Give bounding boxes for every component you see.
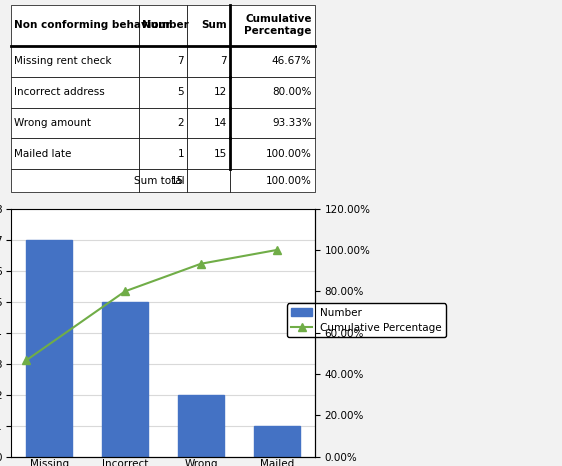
FancyBboxPatch shape: [139, 138, 187, 169]
FancyBboxPatch shape: [187, 77, 230, 108]
FancyBboxPatch shape: [139, 169, 187, 192]
Text: Sum: Sum: [201, 20, 226, 30]
Text: 46.67%: 46.67%: [272, 56, 312, 66]
FancyBboxPatch shape: [11, 46, 139, 77]
Text: Cumulative
Percentage: Cumulative Percentage: [244, 14, 312, 36]
Bar: [254, 425, 300, 457]
Text: 1: 1: [178, 149, 184, 159]
FancyBboxPatch shape: [187, 5, 230, 46]
FancyBboxPatch shape: [230, 46, 315, 77]
Text: 7: 7: [178, 56, 184, 66]
FancyBboxPatch shape: [230, 169, 315, 192]
Text: Non conforming behaviour: Non conforming behaviour: [14, 20, 171, 30]
FancyBboxPatch shape: [139, 5, 187, 46]
Text: Number: Number: [142, 20, 188, 30]
FancyBboxPatch shape: [230, 5, 315, 46]
FancyBboxPatch shape: [11, 5, 139, 46]
Bar: [26, 240, 72, 457]
Text: Incorrect address: Incorrect address: [14, 87, 105, 97]
FancyBboxPatch shape: [230, 138, 315, 169]
FancyBboxPatch shape: [11, 77, 139, 108]
Text: Sum total: Sum total: [134, 176, 184, 185]
FancyBboxPatch shape: [187, 138, 230, 169]
FancyBboxPatch shape: [11, 138, 139, 169]
Text: 2: 2: [178, 118, 184, 128]
Text: 93.33%: 93.33%: [272, 118, 312, 128]
FancyBboxPatch shape: [230, 77, 315, 108]
Bar: [102, 302, 148, 457]
Text: 100.00%: 100.00%: [266, 176, 312, 185]
Text: 15: 15: [214, 149, 226, 159]
FancyBboxPatch shape: [11, 169, 139, 192]
Bar: [178, 395, 224, 457]
FancyBboxPatch shape: [11, 108, 139, 138]
FancyBboxPatch shape: [139, 46, 187, 77]
FancyBboxPatch shape: [187, 169, 230, 192]
Text: 100.00%: 100.00%: [266, 149, 312, 159]
FancyBboxPatch shape: [139, 77, 187, 108]
Text: Missing rent check: Missing rent check: [14, 56, 112, 66]
FancyBboxPatch shape: [230, 108, 315, 138]
Legend: Number, Cumulative Percentage: Number, Cumulative Percentage: [287, 303, 446, 337]
Text: 15: 15: [171, 176, 184, 185]
FancyBboxPatch shape: [187, 108, 230, 138]
Text: 5: 5: [178, 87, 184, 97]
FancyBboxPatch shape: [139, 108, 187, 138]
Text: 80.00%: 80.00%: [273, 87, 312, 97]
Text: Wrong amount: Wrong amount: [14, 118, 91, 128]
Text: Mailed late: Mailed late: [14, 149, 71, 159]
Text: 12: 12: [214, 87, 226, 97]
Text: 14: 14: [214, 118, 226, 128]
FancyBboxPatch shape: [187, 46, 230, 77]
Text: 7: 7: [220, 56, 226, 66]
